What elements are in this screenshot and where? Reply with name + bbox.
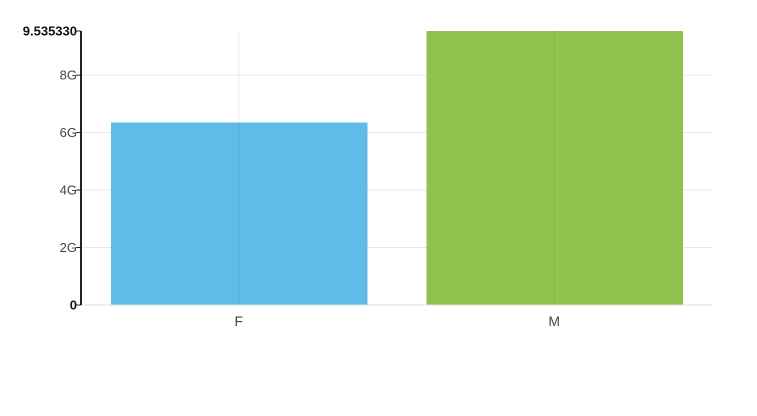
y-tick-label: 6G	[60, 125, 77, 140]
y-tick-label: 8G	[60, 68, 77, 83]
bar-layer	[111, 31, 684, 306]
bar-m[interactable]	[426, 31, 684, 305]
y-tick-label: 9.535330	[23, 24, 77, 39]
bar-f[interactable]	[111, 122, 368, 306]
vertical-grid-layer	[238, 31, 555, 305]
x-tick-label: F	[234, 313, 243, 329]
y-tick-label: 2G	[60, 240, 77, 255]
y-tick-label: 4G	[60, 183, 77, 198]
y-tick-label: 0	[70, 298, 77, 313]
x-tick-label: M	[548, 313, 560, 329]
label-layer: 0 2G 4G 6G 8G 9.535330 F M	[23, 24, 560, 330]
axis-layer	[76, 30, 712, 306]
